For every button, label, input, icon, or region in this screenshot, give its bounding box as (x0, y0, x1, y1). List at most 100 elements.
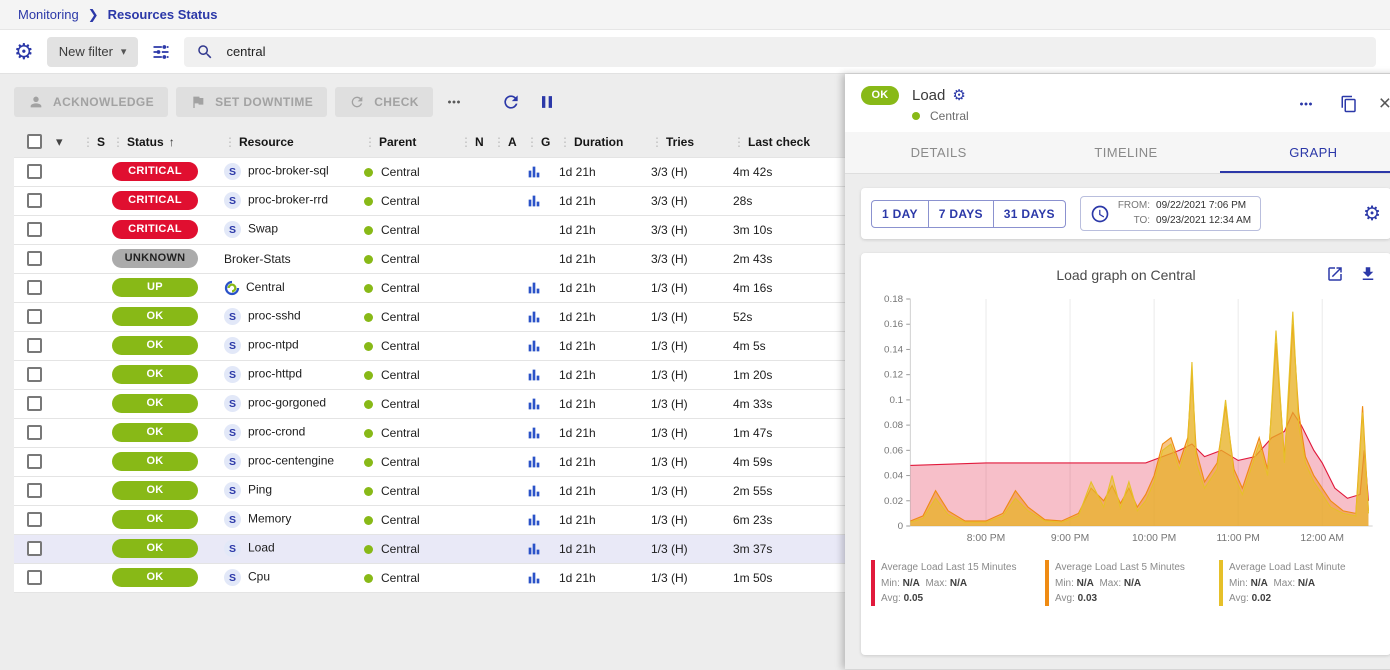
row-checkbox[interactable] (26, 338, 42, 354)
breadcrumb-resources-status[interactable]: Resources Status (107, 7, 218, 22)
row-checkbox[interactable] (26, 454, 42, 470)
graph-icon[interactable] (526, 483, 542, 499)
new-filter-button[interactable]: New filter ▾ (46, 36, 139, 67)
table-row[interactable]: UP Central Central 1d 21h 1/3 (H) 4m 16s (14, 273, 845, 303)
custom-time-period[interactable]: FROM: 09/22/2021 7:06 PM TO: 09/23/2021 … (1079, 196, 1262, 231)
more-actions-icon[interactable] (441, 89, 467, 115)
load-graph[interactable]: 8:00 PM 9:00 PM 10:00 PM 11:00 PM 12:00 AM 0 0… (869, 287, 1383, 552)
column-header-duration[interactable]: ⋮ Duration (559, 134, 624, 149)
row-checkbox[interactable] (26, 396, 42, 412)
legend-item[interactable]: Average Load Last 15 Minutes Min: N/A Max… (871, 560, 1033, 607)
row-checkbox[interactable] (26, 367, 42, 383)
column-drag-icon[interactable]: ⋮ (559, 134, 571, 149)
graph-icon[interactable] (526, 338, 542, 354)
column-header-a[interactable]: ⋮ A (493, 134, 517, 149)
copy-link-icon[interactable] (1336, 91, 1362, 117)
table-row[interactable]: CRITICAL S Swap Central 1d 21h 3/3 (H) 3m 10s (14, 215, 845, 245)
resource-name: S Swap (222, 215, 362, 245)
row-checkbox[interactable] (26, 193, 42, 209)
graph-icon[interactable] (526, 193, 542, 209)
column-drag-icon[interactable]: ⋮ (526, 134, 538, 149)
column-header-tries[interactable]: ⋮ Tries (651, 134, 695, 149)
table-row[interactable]: OK S Ping Central 1d 21h 1/3 (H) 2m 55s (14, 476, 845, 506)
search-input[interactable] (226, 44, 1364, 59)
row-checkbox[interactable] (26, 512, 42, 528)
acknowledge-button[interactable]: ACKNOWLEDGE (14, 87, 169, 117)
check-refresh-icon (351, 96, 363, 108)
column-header-parent[interactable]: ⋮ Parent (364, 134, 417, 149)
graph-icon[interactable] (526, 570, 542, 586)
tab-timeline[interactable]: TIMELINE (1094, 145, 1158, 160)
select-menu-caret-icon[interactable]: ▾ (56, 133, 63, 149)
graph-icon[interactable] (526, 425, 542, 441)
column-drag-icon[interactable]: ⋮ (224, 134, 236, 149)
row-checkbox[interactable] (26, 425, 42, 441)
table-row[interactable]: OK S Cpu Central 1d 21h 1/3 (H) 1m 50s (14, 563, 845, 593)
column-drag-icon[interactable]: ⋮ (364, 134, 376, 149)
refresh-icon[interactable] (497, 88, 525, 116)
from-label: FROM: (1117, 200, 1151, 211)
set-downtime-button[interactable]: SET DOWNTIME (176, 87, 328, 117)
table-row[interactable]: UNKNOWN Broker-Stats Central 1d 21h 3/3 (H) 2… (14, 244, 845, 274)
row-checkbox[interactable] (26, 164, 42, 180)
column-drag-icon[interactable]: ⋮ (651, 134, 663, 149)
close-icon[interactable]: × (1378, 92, 1390, 115)
graph-icon[interactable] (526, 396, 542, 412)
graph-icon[interactable] (526, 164, 542, 180)
filter-settings-gear-icon[interactable]: ⚙ (14, 38, 34, 64)
panel-more-icon[interactable] (1293, 91, 1319, 117)
row-checkbox[interactable] (26, 570, 42, 586)
resource-settings-gear-icon[interactable]: ⚙ (952, 87, 966, 104)
range-1-day-button[interactable]: 1 DAY (871, 199, 929, 228)
column-header-g[interactable]: ⋮ G (526, 134, 551, 149)
graph-icon[interactable] (526, 280, 542, 296)
graph-icon[interactable] (526, 367, 542, 383)
legend-item[interactable]: Average Load Last 5 Minutes Min: N/A Max:… (1045, 560, 1207, 607)
column-drag-icon[interactable]: ⋮ (460, 134, 472, 149)
column-drag-icon[interactable]: ⋮ (112, 134, 124, 149)
table-row[interactable]: OK S Load Central 1d 21h 1/3 (H) 3m 37s (14, 534, 845, 564)
download-icon[interactable] (1359, 265, 1377, 283)
select-all-checkbox[interactable] (26, 134, 42, 150)
row-checkbox[interactable] (26, 309, 42, 325)
row-checkbox[interactable] (26, 541, 42, 557)
row-checkbox[interactable] (26, 280, 42, 296)
legend-item[interactable]: Average Load Last Minute Min: N/A Max: N/… (1219, 560, 1381, 607)
tab-details[interactable]: DETAILS (910, 145, 967, 160)
table-row[interactable]: OK S Memory Central 1d 21h 1/3 (H) 6m 23s (14, 505, 845, 535)
pause-auto-refresh-icon[interactable] (533, 88, 561, 116)
column-header-n[interactable]: ⋮ N (460, 134, 484, 149)
parent-name: Central (362, 244, 458, 274)
column-drag-icon[interactable]: ⋮ (493, 134, 505, 149)
filter-tune-icon[interactable] (151, 42, 171, 62)
graph-icon[interactable] (526, 454, 542, 470)
range-7-days-button[interactable]: 7 DAYS (928, 199, 994, 228)
graph-icon[interactable] (526, 541, 542, 557)
check-button[interactable]: CHECK (335, 87, 433, 117)
open-in-new-icon[interactable] (1326, 265, 1344, 283)
last-check-cell: 2m 55s (731, 476, 845, 506)
breadcrumb-monitoring[interactable]: Monitoring (18, 7, 79, 22)
column-header-status[interactable]: ⋮ Status ↑ (112, 134, 175, 149)
range-31-days-button[interactable]: 31 DAYS (993, 199, 1066, 228)
graph-icon[interactable] (526, 309, 542, 325)
row-checkbox[interactable] (26, 483, 42, 499)
graph-icon[interactable] (526, 512, 542, 528)
column-drag-icon[interactable]: ⋮ (82, 134, 94, 149)
row-checkbox[interactable] (26, 251, 42, 267)
column-header-resource[interactable]: ⋮ Resource (224, 134, 294, 149)
column-header-s[interactable]: ⋮ S (82, 134, 106, 149)
column-drag-icon[interactable]: ⋮ (733, 134, 745, 149)
graph-options-gear-icon[interactable]: ⚙ (1363, 203, 1381, 225)
column-header-last-check[interactable]: ⋮ Last check (733, 134, 811, 149)
row-checkbox[interactable] (26, 222, 42, 238)
tab-graph[interactable]: GRAPH (1219, 132, 1390, 173)
